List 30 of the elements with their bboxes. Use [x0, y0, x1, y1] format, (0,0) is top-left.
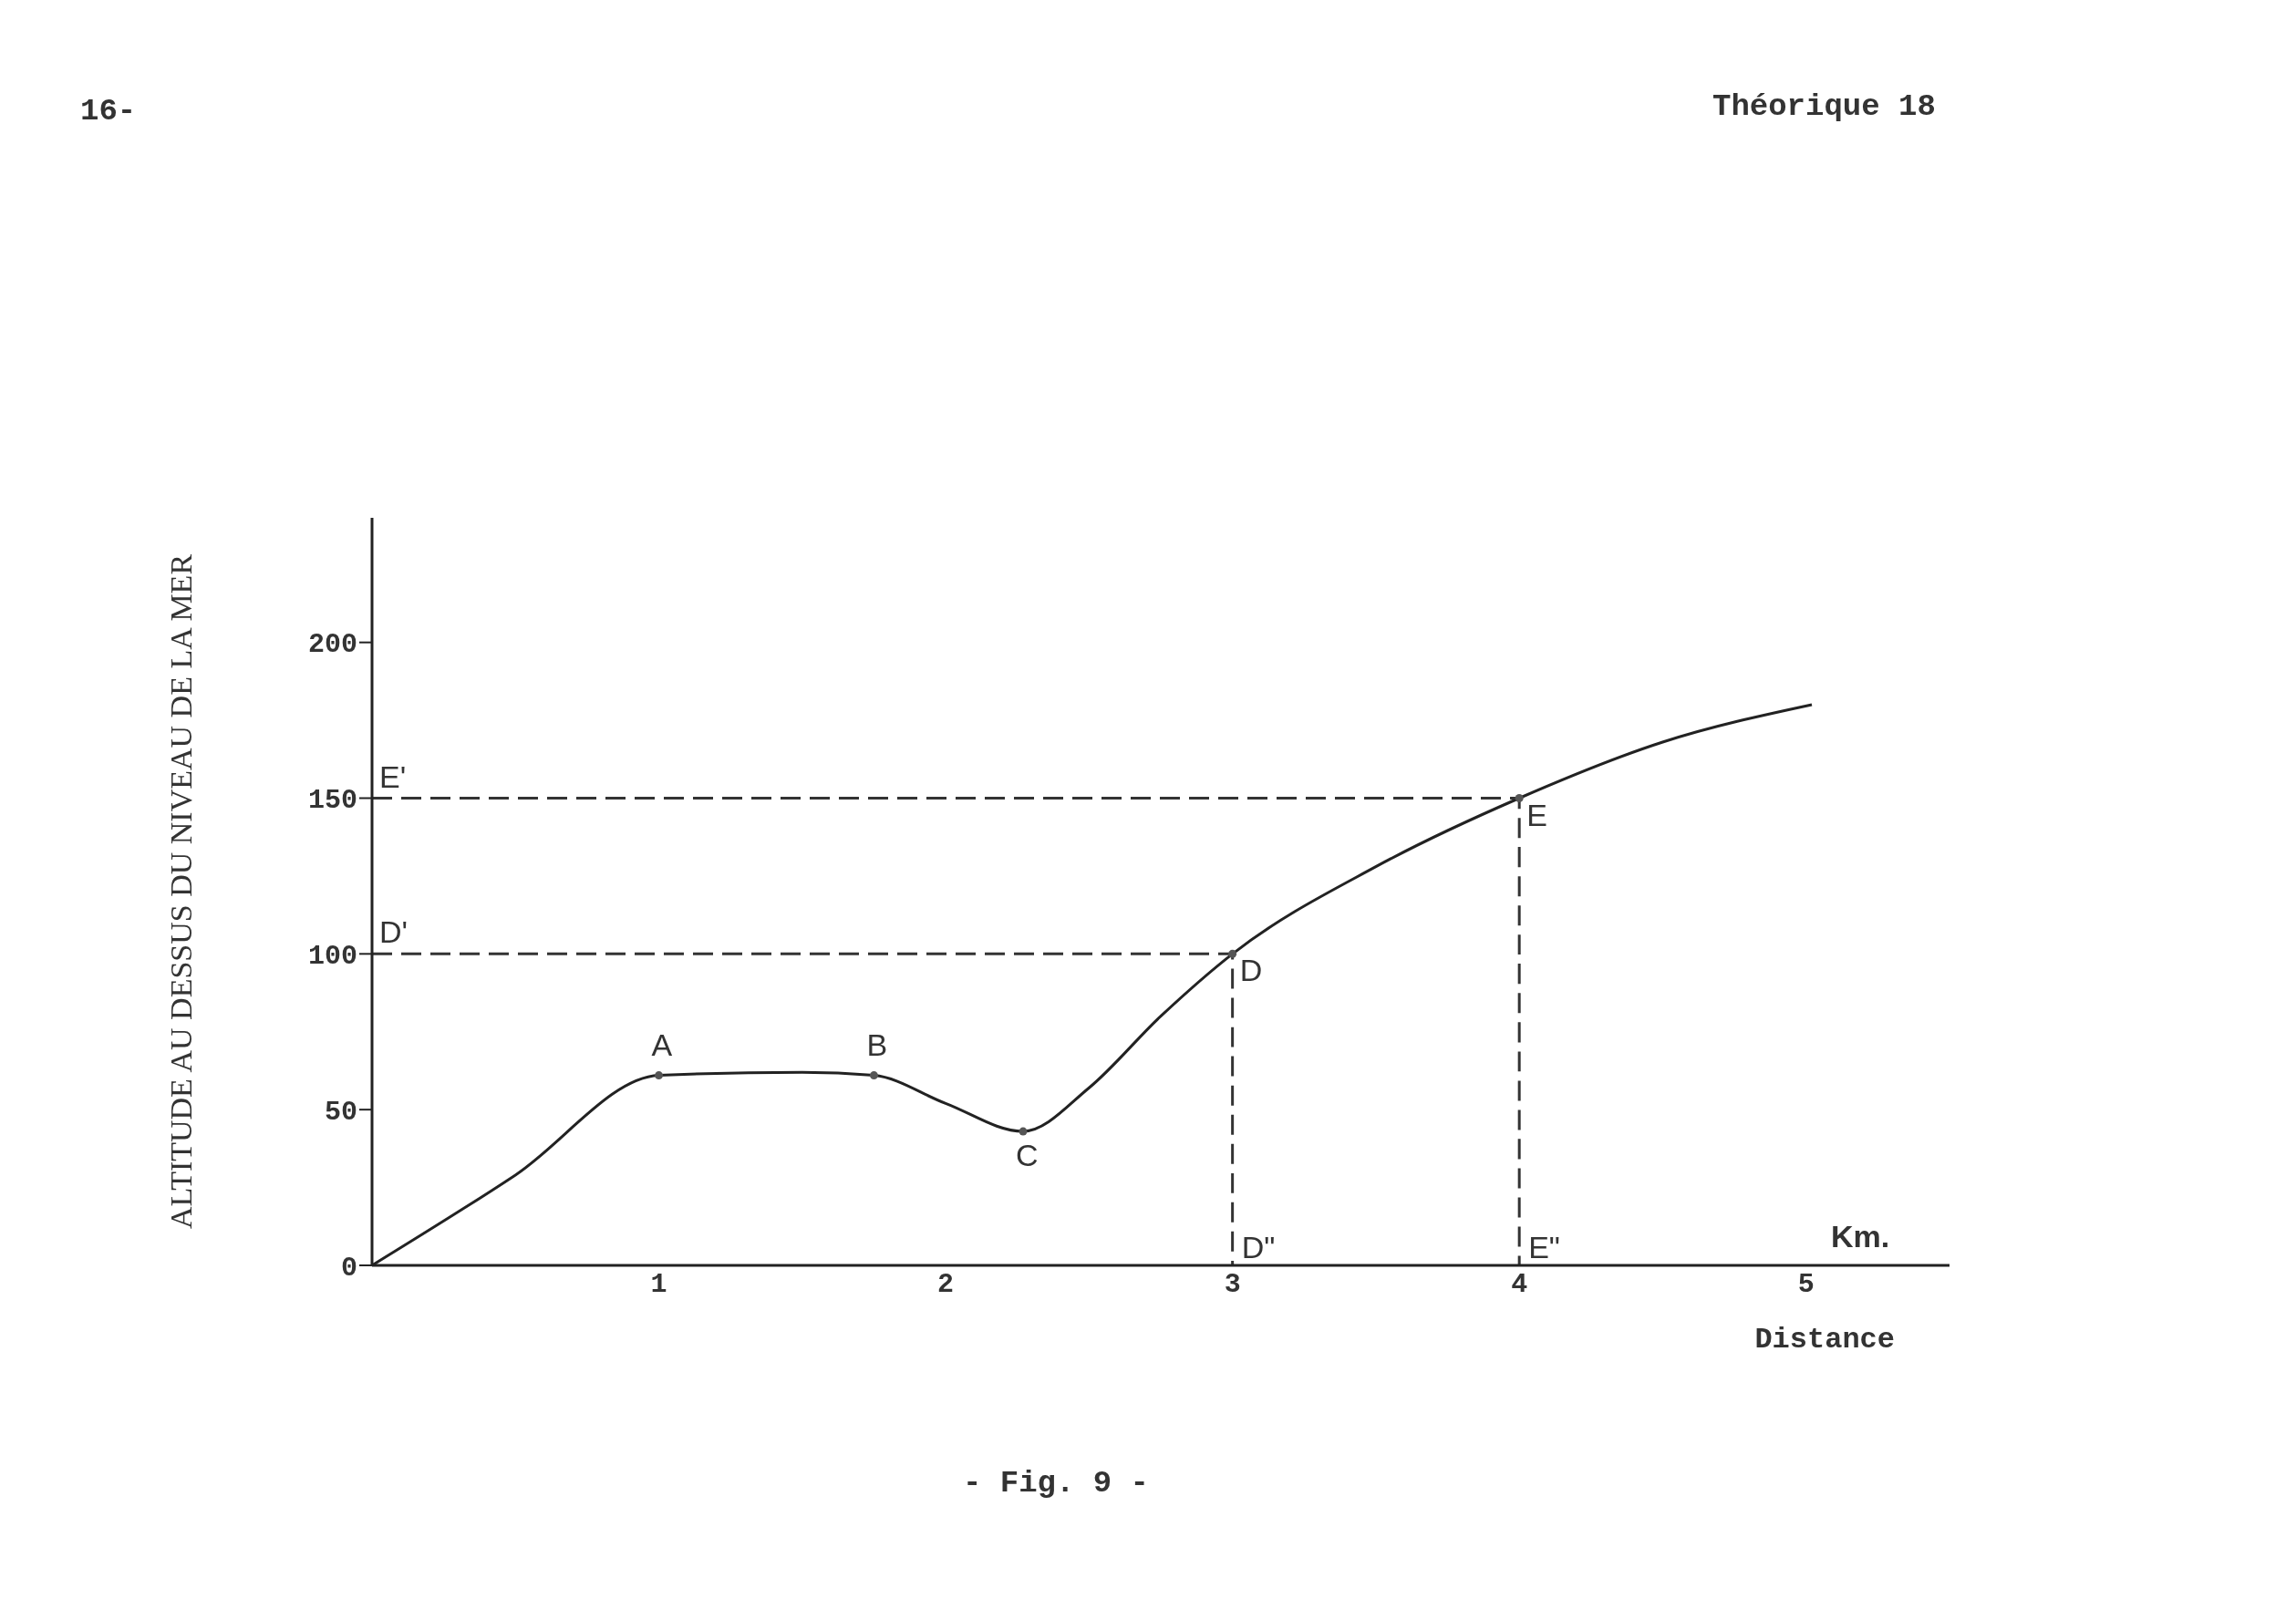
point	[869, 1071, 878, 1080]
point	[1228, 949, 1237, 958]
annotation: Km.	[1831, 1219, 1890, 1254]
annotation: A	[651, 1027, 673, 1062]
y-tick-label: 50	[324, 1096, 357, 1128]
x-tick-label: 3	[1224, 1269, 1241, 1301]
y-tick-label: 150	[307, 785, 357, 817]
annotation: B	[866, 1027, 888, 1062]
x-tick-label: 2	[937, 1269, 955, 1301]
x-tick-label: 4	[1511, 1269, 1528, 1301]
annotation: E'	[379, 758, 407, 794]
y-tick-label: 200	[307, 629, 357, 661]
text: 16-	[80, 94, 137, 129]
y-axis-title: ALTITUDE AU DESSUS DU NIVEAU DE LA MER	[164, 553, 199, 1230]
text: Théorique 18	[1712, 89, 1936, 124]
annotation: D'	[379, 914, 409, 950]
point	[1515, 793, 1524, 803]
x-tick-label: 5	[1797, 1269, 1815, 1301]
annotation: E	[1526, 797, 1547, 832]
text: - Fig. 9 -	[961, 1466, 1150, 1501]
annotation: E"	[1528, 1230, 1560, 1264]
x-axis-title: Distance	[1754, 1323, 1895, 1357]
annotation: D"	[1241, 1230, 1276, 1264]
annotation: D	[1239, 953, 1263, 988]
point	[1019, 1127, 1028, 1136]
y-tick-label: 100	[307, 940, 357, 972]
x-tick-label: 1	[650, 1269, 667, 1301]
point	[655, 1071, 664, 1080]
y-tick-label: 0	[340, 1252, 357, 1284]
annotation: C	[1016, 1138, 1039, 1173]
